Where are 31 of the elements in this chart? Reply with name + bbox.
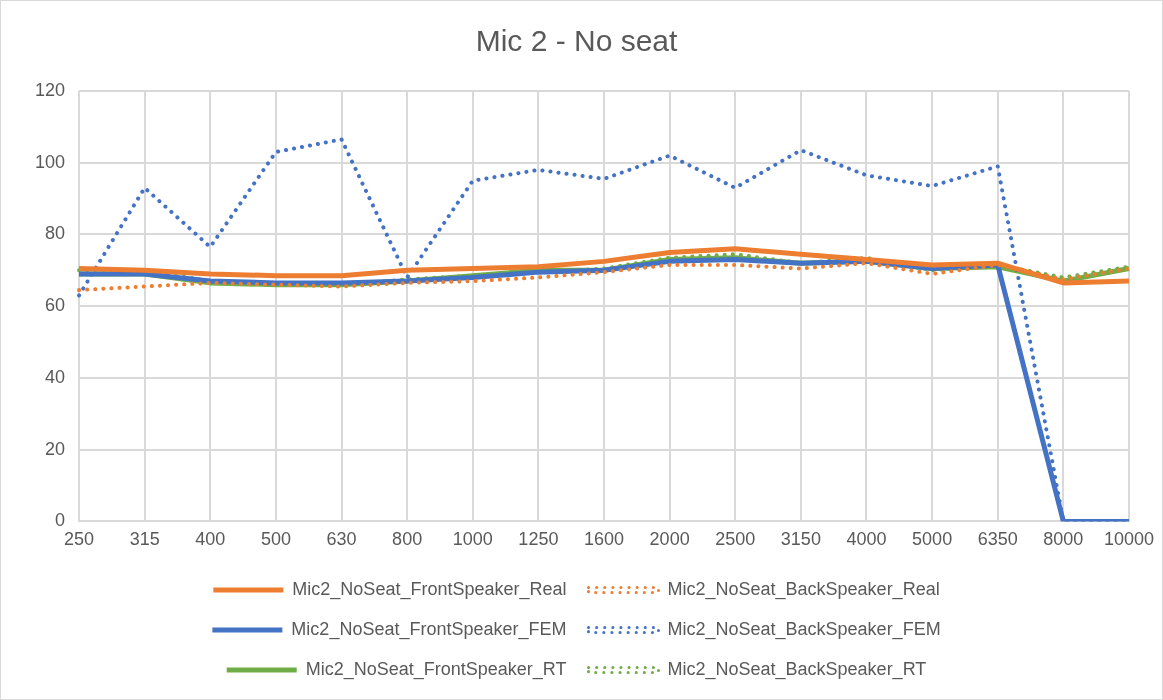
x-tick-label: 3150	[780, 529, 821, 550]
x-tick-label: 1250	[518, 529, 559, 550]
x-tick-label: 2500	[715, 529, 756, 550]
x-tick-label: 500	[260, 529, 291, 550]
y-tick-label: 120	[34, 79, 66, 100]
x-tick-label: 400	[195, 529, 226, 550]
x-tick-label: 1000	[452, 529, 493, 550]
x-tick-label: 5000	[912, 529, 953, 550]
y-tick-label: 80	[45, 223, 66, 244]
x-tick-label: 800	[392, 529, 423, 550]
chart-title: Mic 2 - No seat	[475, 24, 679, 58]
x-tick-label: 250	[64, 529, 95, 550]
y-tick-label: 0	[55, 510, 66, 531]
x-tick-label: 8000	[1043, 529, 1084, 550]
x-tick-label: 315	[129, 529, 160, 550]
x-tick-label: 630	[326, 529, 357, 550]
y-tick-label: 40	[45, 366, 66, 387]
x-tick-label: 10000	[1103, 529, 1154, 550]
legend-label: Mic2_NoSeat_BackSpeaker_FEM	[667, 618, 941, 640]
legend-label: Mic2_NoSeat_FrontSpeaker_RT	[305, 658, 567, 680]
y-tick-label: 20	[45, 438, 66, 459]
x-tick-label: 6350	[977, 529, 1018, 550]
legend-label: Mic2_NoSeat_FrontSpeaker_Real	[292, 578, 567, 600]
y-tick-label: 60	[45, 295, 66, 316]
y-tick-label: 100	[34, 151, 66, 172]
x-tick-label: 1600	[583, 529, 625, 550]
legend-label: Mic2_NoSeat_FrontSpeaker_FEM	[291, 618, 567, 640]
legend-label: Mic2_NoSeat_BackSpeaker_Real	[667, 578, 940, 600]
x-tick-label: 2000	[649, 529, 690, 550]
legend-label: Mic2_NoSeat_BackSpeaker_RT	[667, 658, 927, 680]
x-tick-label: 4000	[846, 529, 887, 550]
